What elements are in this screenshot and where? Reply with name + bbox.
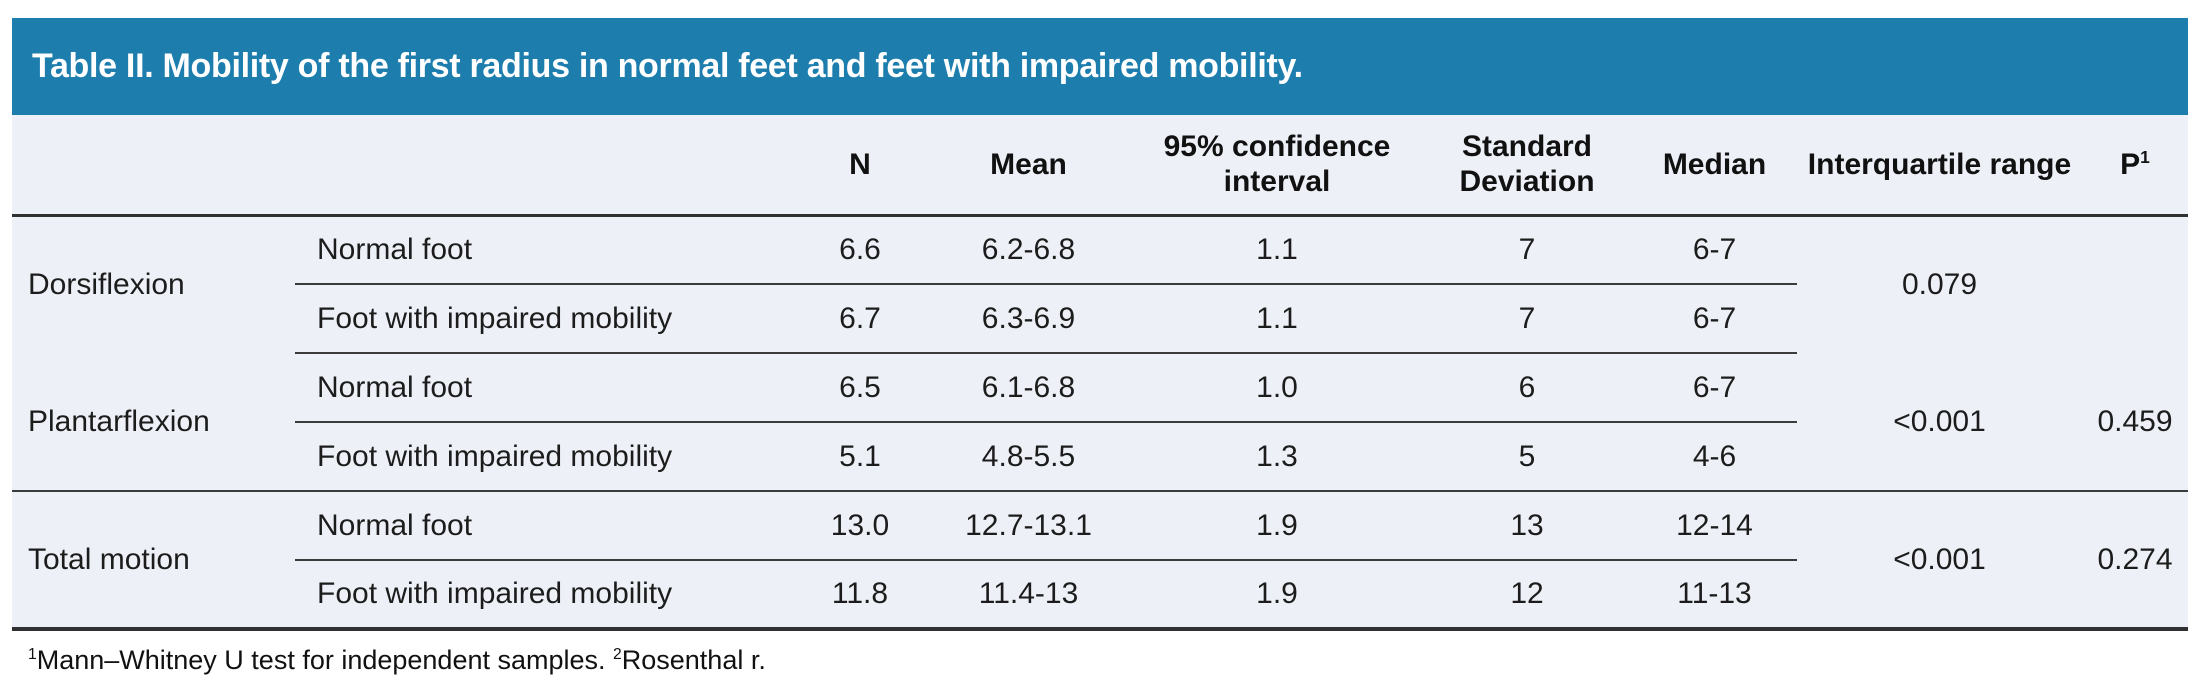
cell-n: 5.1: [795, 422, 925, 492]
col-header-p-superscript: 1: [2140, 146, 2150, 167]
cell-n: 11.8: [831, 577, 889, 610]
cell-ci: 1.0: [1132, 353, 1422, 423]
footnote-superscript-2: 2: [613, 646, 622, 663]
cell-sd: 7: [1422, 284, 1632, 354]
group-label-total-motion: Total motion: [28, 542, 190, 576]
data-table: N Mean 95% confidence interval Standard …: [12, 115, 2188, 631]
col-header-empty-foot: [295, 115, 795, 217]
table-title-bar: Table II. Mobility of the first radius i…: [12, 18, 2188, 115]
cell-foot-type: Normal foot: [295, 215, 795, 285]
cell-mean: 12.7-13.1: [925, 491, 1132, 561]
cell-foot-type: Normal foot: [295, 353, 795, 423]
table-row: Foot with impaired mobility 6.7 6.3-6.9 …: [12, 284, 2188, 354]
col-header-empty-group: [12, 115, 295, 217]
cell-p-merged: [2082, 215, 2188, 353]
cell-ci: 1.3: [1132, 422, 1422, 492]
table-row: Foot with impaired mobility 5.1 4.8-5.5 …: [12, 422, 2188, 492]
cell-mean: 6.2-6.8: [925, 215, 1132, 285]
cell-sd: 5: [1422, 422, 1632, 492]
table-row: Foot with impaired mobility 11.8 11.4-13…: [12, 560, 2188, 629]
footnote-superscript-1: 1: [28, 646, 37, 663]
table-title: Table II. Mobility of the first radius i…: [32, 47, 1303, 85]
header-row: N Mean 95% confidence interval Standard …: [12, 115, 2188, 217]
cell-median: 4-6: [1632, 422, 1797, 492]
cell-iqr-merged: 0.079: [1901, 267, 1978, 301]
cell-iqr-merged: <0.001: [1797, 353, 2082, 492]
cell-sd: 12: [1510, 577, 1544, 610]
cell-n: 6.5: [795, 353, 925, 423]
col-header-sd: Standard Deviation: [1422, 115, 1632, 217]
table-row: Plantarflexion Normal foot 6.5 6.1-6.8 1…: [12, 353, 2188, 492]
cell-n: 13.0: [795, 491, 925, 561]
cell-ci: 1.9: [1132, 491, 1422, 561]
col-header-ci: 95% confidence interval: [1132, 115, 1422, 217]
cell-median: 11-13: [1677, 577, 1752, 610]
cell-mean: 6.3-6.9: [925, 284, 1132, 354]
cell-ci: 1.9: [1256, 577, 1298, 610]
cell-median: 6-7: [1632, 353, 1797, 423]
cell-p-merged: 0.274: [2097, 542, 2173, 576]
group-label-dorsiflexion: Dorsiflexion: [28, 267, 185, 301]
cell-iqr-merged: <0.001: [1893, 542, 1986, 576]
footnote: 1Mann–Whitney U test for independent sam…: [12, 645, 2188, 676]
col-header-p-label: P: [2120, 147, 2141, 181]
footnote-text-2: Rosenthal r.: [621, 645, 766, 675]
table-row: Total motion Normal foot 13.0 12.7-13.1 …: [12, 491, 2188, 576]
cell-n: 6.6: [795, 215, 925, 285]
table-figure: Table II. Mobility of the first radius i…: [12, 18, 2188, 676]
col-header-mean: Mean: [925, 115, 1132, 217]
footnote-text-1: Mann–Whitney U test for independent samp…: [36, 645, 614, 675]
cell-median: 12-14: [1632, 491, 1797, 561]
cell-ci: 1.1: [1132, 284, 1422, 354]
cell-median: 6-7: [1632, 215, 1797, 285]
table-row: Dorsiflexion Normal foot 6.6 6.2-6.8 1.1…: [12, 215, 2188, 301]
col-header-n: N: [795, 115, 925, 217]
cell-mean: 11.4-13: [978, 577, 1079, 610]
cell-mean: 6.1-6.8: [925, 353, 1132, 423]
cell-n: 6.7: [795, 284, 925, 354]
cell-sd: 13: [1422, 491, 1632, 561]
cell-foot-type: Foot with impaired mobility: [295, 422, 795, 492]
cell-foot-type: Foot with impaired mobility: [295, 284, 795, 354]
group-label-plantarflexion: Plantarflexion: [12, 353, 295, 492]
cell-sd: 6: [1422, 353, 1632, 423]
col-header-median: Median: [1632, 115, 1797, 217]
col-header-p: P1: [2082, 115, 2188, 217]
cell-median: 6-7: [1632, 284, 1797, 354]
cell-foot-type: Foot with impaired mobility: [317, 577, 673, 610]
cell-p-merged: 0.459: [2082, 353, 2188, 492]
cell-sd: 7: [1422, 215, 1632, 285]
cell-mean: 4.8-5.5: [925, 422, 1132, 492]
cell-foot-type: Normal foot: [295, 491, 795, 561]
cell-ci: 1.1: [1132, 215, 1422, 285]
col-header-iqr: Interquartile range: [1797, 115, 2082, 217]
